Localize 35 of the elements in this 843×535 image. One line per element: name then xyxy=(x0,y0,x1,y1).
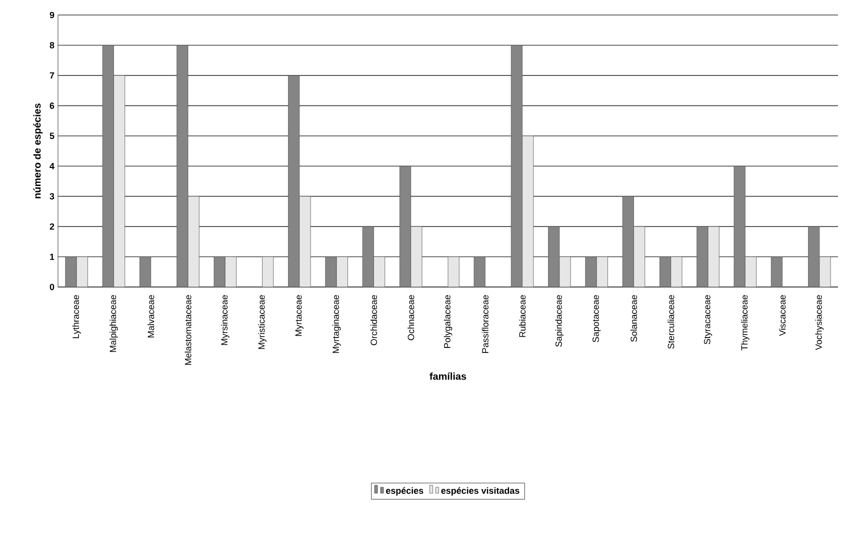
legend-label: espécies visitadas xyxy=(441,487,520,496)
x-tick-label: Orchidaceae xyxy=(370,295,378,346)
x-tick-label: Malvaceae xyxy=(148,295,154,338)
x-tick-label: Myrsinaceae xyxy=(220,295,230,345)
legend-label: espécies xyxy=(386,487,424,496)
x-tick-label: Solanaceae xyxy=(630,295,638,342)
y-tick-label: 6 xyxy=(50,102,54,109)
y-tick-label: 7 xyxy=(50,72,54,79)
y-tick-label: 0 xyxy=(50,284,54,290)
x-tick-label: Myrtaceae xyxy=(295,295,304,336)
x-tick-label: Sapindaceae xyxy=(555,295,564,347)
x-tick-label: Rubiaceae xyxy=(518,295,526,337)
y-tick-label: 4 xyxy=(50,163,54,170)
x-tick-label: Sapotaceae xyxy=(592,295,601,342)
x-tick-label: Melastomataceae xyxy=(184,295,192,365)
x-tick-label: Sterculiaceae xyxy=(668,295,674,349)
y-tick-label: 2 xyxy=(50,223,54,230)
x-tick-label: Thymeliaceae xyxy=(740,295,750,350)
y-tick-label: 8 xyxy=(50,42,54,48)
x-tick-label: Myristicaceae xyxy=(258,295,266,349)
x-tick-label: Lythraceae xyxy=(72,295,81,338)
x-tick-label: Polygalaceae xyxy=(444,295,452,348)
y-tick-label: 5 xyxy=(50,132,54,140)
y-tick-label: 1 xyxy=(50,254,54,260)
x-tick-label: Ochnaceae xyxy=(408,295,414,340)
y-tick-label: 3 xyxy=(50,193,54,200)
y-tick-label: 9 xyxy=(50,12,54,18)
x-tick-label: Passifloraceae xyxy=(482,295,488,353)
x-tick-label: Viscaceae xyxy=(779,295,786,336)
y-axis-title: número de espécies xyxy=(33,104,43,198)
x-tick-label: Malpighiaceae xyxy=(110,295,118,352)
x-axis-title: famílias xyxy=(430,372,466,380)
x-tick-label: Styracaceae xyxy=(704,295,712,344)
x-tick-label: Myrtaginaceae xyxy=(332,295,341,353)
x-tick-label: Vochysiaceae xyxy=(815,295,824,350)
